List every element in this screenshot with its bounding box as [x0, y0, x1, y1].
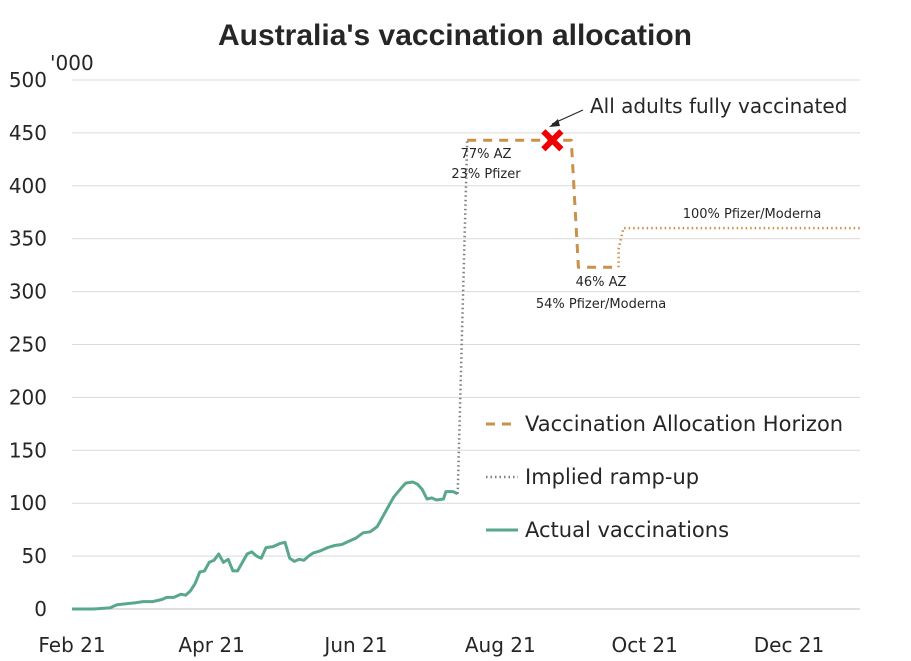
- chart-title: Australia's vaccination allocation: [218, 19, 692, 52]
- x-tick-label: Apr 21: [178, 633, 244, 657]
- fully-vaccinated-marker: [541, 129, 564, 152]
- x-tick-labels: Feb 21 Apr 21 Jun 21 Aug 21 Oct 21 Dec 21: [38, 633, 824, 657]
- y-tick-label: 0: [34, 597, 47, 621]
- gridlines: [72, 79, 860, 610]
- annotation-line: 23% Pfizer: [451, 167, 521, 182]
- legend-label: Implied ramp-up: [525, 465, 699, 489]
- annotation-line: 54% Pfizer/Moderna: [536, 297, 666, 312]
- legend-label: Actual vaccinations: [525, 518, 729, 542]
- y-tick-label: 150: [9, 438, 47, 462]
- y-tick-label: 450: [9, 121, 47, 145]
- legend-item-allocation-horizon: Vaccination Allocation Horizon: [486, 412, 843, 436]
- callout-text: All adults fully vaccinated: [590, 94, 847, 118]
- annotation-line: 77% AZ: [461, 147, 512, 162]
- annotation-az-pfizer-moderna: 46% AZ 54% Pfizer/Moderna: [536, 275, 666, 312]
- series-line-vaccination-allocation-horizon: [467, 138, 619, 269]
- x-tick-label: Aug 21: [465, 633, 536, 657]
- x-tick-label: Dec 21: [754, 633, 825, 657]
- x-tick-label: Jun 21: [322, 633, 387, 657]
- annotation-pfizer-moderna: 100% Pfizer/Moderna: [683, 207, 822, 222]
- x-tick-label: Oct 21: [611, 633, 677, 657]
- series-line-actual-vaccinations: [72, 480, 459, 611]
- annotation-line: 46% AZ: [576, 275, 627, 290]
- y-tick-label: 350: [9, 227, 47, 251]
- annotation-az-pfizer: 77% AZ 23% Pfizer: [451, 147, 521, 182]
- series-lines: [72, 138, 860, 611]
- legend: Vaccination Allocation Horizon Implied r…: [486, 412, 843, 542]
- series-line-implied-ramp-up: [456, 140, 469, 494]
- marker-cross-stroke: [541, 129, 564, 152]
- y-tick-label: 500: [9, 68, 47, 92]
- y-unit-label: '000: [50, 51, 94, 75]
- y-tick-label: 100: [9, 491, 47, 515]
- callout-arrowhead: [549, 119, 560, 127]
- y-tick-label: 400: [9, 174, 47, 198]
- series-line-series-3: [617, 226, 860, 268]
- y-tick-label: 300: [9, 280, 47, 304]
- y-tick-labels: 0 50 100 150 200 250 300 350 400 450 500: [9, 68, 47, 621]
- y-tick-label: 200: [9, 385, 47, 409]
- legend-item-implied-ramp-up: Implied ramp-up: [486, 465, 699, 489]
- y-tick-label: 50: [22, 544, 47, 568]
- legend-item-actual-vaccinations: Actual vaccinations: [486, 518, 729, 542]
- callout-fully-vaccinated: All adults fully vaccinated: [549, 94, 847, 127]
- y-tick-label: 250: [9, 333, 47, 357]
- legend-label: Vaccination Allocation Horizon: [525, 412, 843, 436]
- x-tick-label: Feb 21: [38, 633, 105, 657]
